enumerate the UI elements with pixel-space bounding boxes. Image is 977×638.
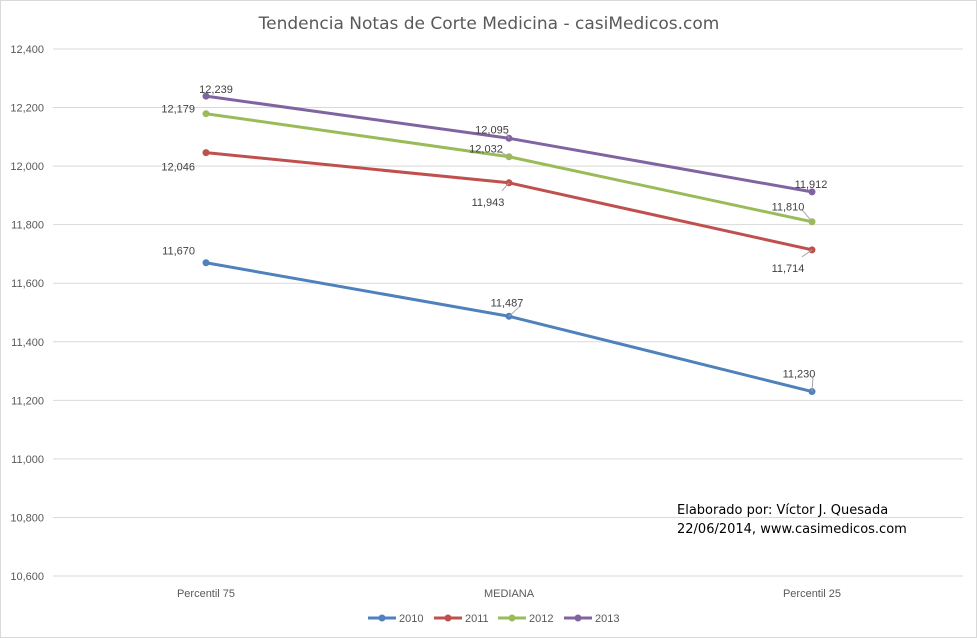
- y-tick-label: 12,400: [10, 44, 44, 56]
- chart-title: Tendencia Notas de Corte Medicina - casi…: [258, 14, 720, 34]
- x-tick-label: Percentil 75: [177, 588, 235, 600]
- label-leader-line: [508, 304, 522, 317]
- y-tick-label: 12,000: [10, 161, 44, 173]
- label-leader-line: [499, 151, 510, 158]
- label-leader-line: [505, 132, 510, 139]
- legend-label: 2013: [595, 613, 619, 625]
- y-tick-label: 10,600: [10, 571, 44, 583]
- x-tick-label: MEDIANA: [484, 588, 535, 600]
- legend-swatch-marker: [444, 614, 452, 622]
- data-label: 12,032: [469, 144, 503, 156]
- y-axis-tick-labels: 10,600 10,800 11,000 11,200 11,400 11,600 11,8…: [10, 44, 44, 583]
- data-label: 12,046: [161, 162, 195, 174]
- data-label: 11,943: [472, 197, 505, 209]
- data-point: [202, 149, 210, 157]
- y-tick-label: 10,800: [10, 512, 44, 524]
- credit-line-1: Elaborado por: Víctor J. Quesada: [677, 503, 888, 518]
- gridlines: [53, 48, 963, 577]
- legend-swatch-marker: [378, 614, 386, 622]
- data-point: [808, 188, 816, 196]
- data-label: 12,095: [475, 124, 509, 136]
- data-point: [202, 110, 210, 118]
- data-labels: 11,670 11,487 11,230 12,046 11,943 11,714 12,1…: [161, 84, 828, 392]
- data-label: 11,912: [795, 179, 828, 191]
- legend-swatch-marker: [574, 614, 582, 622]
- data-label: 11,670: [162, 246, 195, 258]
- data-label: 11,230: [783, 369, 816, 381]
- legend-label: 2011: [465, 613, 489, 625]
- data-point: [202, 259, 210, 267]
- x-tick-label: Percentil 25: [783, 588, 841, 600]
- legend-swatch-marker: [508, 614, 516, 622]
- y-tick-label: 11,000: [11, 454, 44, 466]
- label-leader-line: [801, 209, 813, 223]
- data-label: 11,487: [491, 297, 524, 309]
- y-tick-label: 11,800: [11, 220, 44, 232]
- label-leader-line: [501, 182, 510, 192]
- series-line-2010: [205, 261, 813, 394]
- data-label: 11,810: [772, 202, 805, 214]
- data-point: [202, 92, 210, 100]
- data-label: 11,714: [772, 263, 805, 275]
- data-label: 12,239: [199, 84, 233, 96]
- legend: 2010 2011 2012 2013: [368, 613, 619, 625]
- legend-label: 2012: [529, 613, 553, 625]
- y-tick-label: 11,200: [11, 395, 44, 407]
- data-label: 12,179: [161, 104, 195, 116]
- x-axis-tick-labels: Percentil 75 MEDIANA Percentil 25: [177, 588, 841, 600]
- series-line-2012: [205, 112, 813, 224]
- y-tick-label: 12,200: [10, 103, 44, 115]
- y-tick-label: 11,600: [11, 278, 44, 290]
- y-tick-label: 11,400: [11, 337, 44, 349]
- label-leader-line: [811, 376, 814, 392]
- label-leader-line: [801, 249, 813, 258]
- series-line-2013: [205, 94, 813, 194]
- credit-line-2: 22/06/2014, www.casimedicos.com: [677, 522, 907, 537]
- legend-label: 2010: [399, 613, 423, 625]
